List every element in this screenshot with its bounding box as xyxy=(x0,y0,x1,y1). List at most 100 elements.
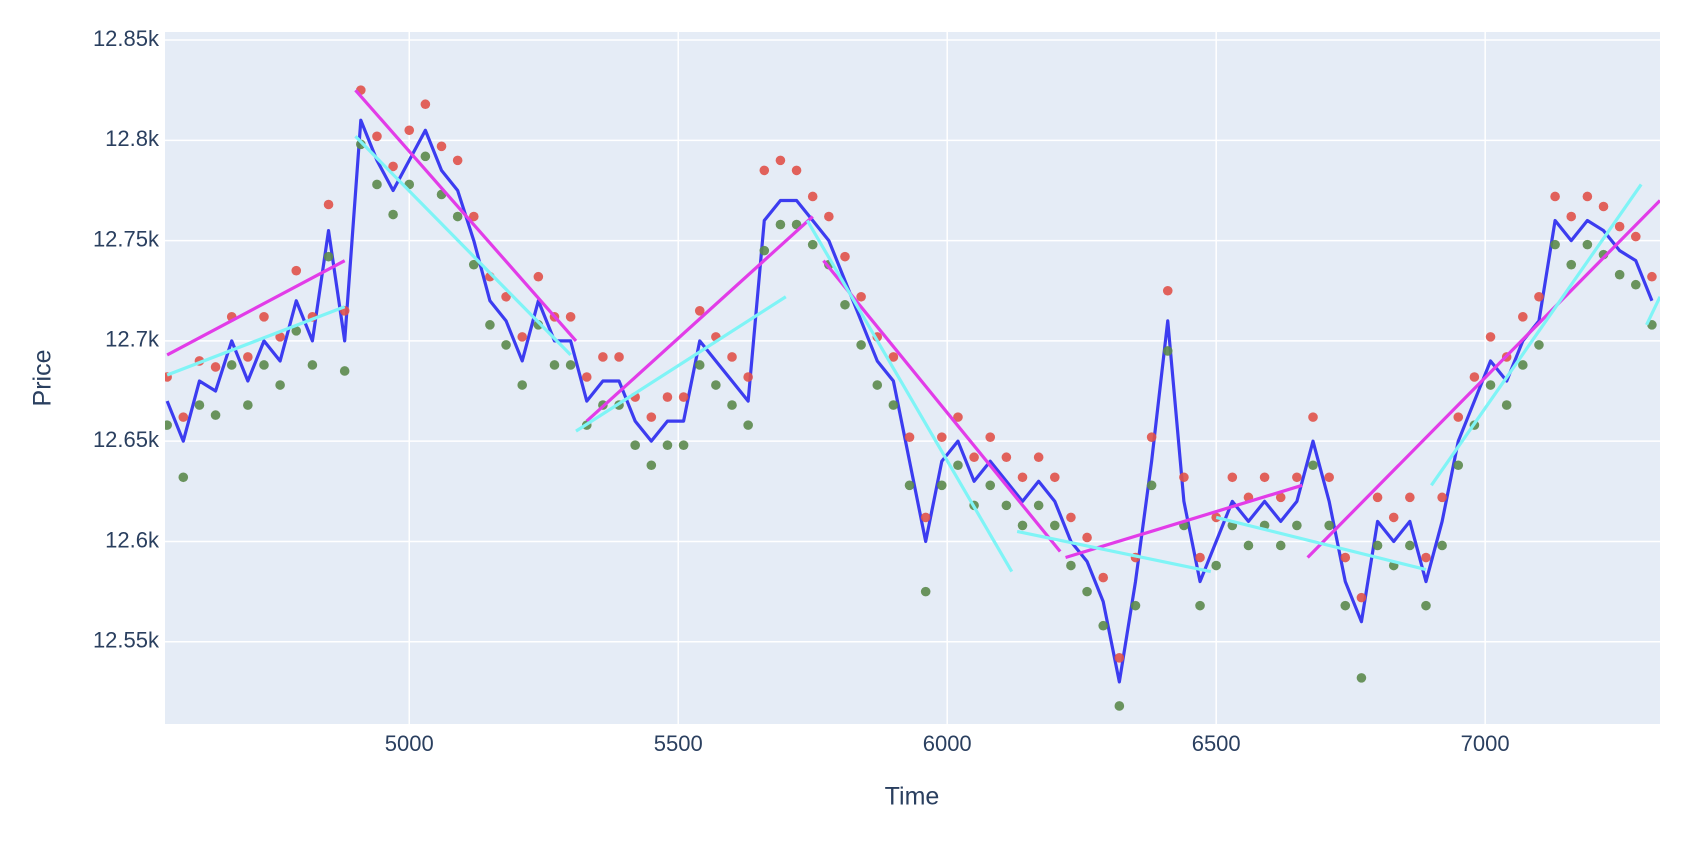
marker xyxy=(549,360,560,370)
marker xyxy=(243,400,253,410)
marker xyxy=(1066,560,1076,571)
marker xyxy=(1647,271,1657,282)
marker xyxy=(1066,512,1076,523)
marker xyxy=(1082,532,1092,543)
marker xyxy=(985,480,996,491)
marker xyxy=(1485,380,1496,390)
line-series xyxy=(165,118,1654,684)
marker xyxy=(178,472,189,483)
marker xyxy=(856,291,866,302)
marker xyxy=(1340,552,1351,563)
marker xyxy=(1518,312,1528,322)
marker xyxy=(259,360,269,370)
marker xyxy=(1162,285,1173,296)
marker xyxy=(210,410,221,420)
marker xyxy=(1049,520,1060,531)
marker xyxy=(1550,239,1560,250)
marker xyxy=(1388,512,1399,523)
marker xyxy=(210,362,221,372)
marker xyxy=(840,299,850,310)
marker xyxy=(1453,412,1464,422)
marker xyxy=(630,440,640,450)
marker xyxy=(1566,211,1577,222)
y-tick-label: 12.65k xyxy=(93,427,160,452)
marker xyxy=(1114,653,1125,663)
marker xyxy=(259,312,269,322)
marker xyxy=(807,191,818,202)
marker xyxy=(1324,520,1334,531)
marker xyxy=(291,326,302,336)
marker xyxy=(1356,673,1367,683)
marker xyxy=(694,306,705,316)
marker xyxy=(872,380,883,390)
marker xyxy=(646,412,657,422)
marker xyxy=(920,512,931,523)
marker xyxy=(436,141,447,152)
marker xyxy=(1405,540,1415,551)
grid xyxy=(165,32,1660,724)
marker xyxy=(920,586,931,597)
marker xyxy=(775,219,786,230)
marker xyxy=(1195,552,1205,563)
plot-area xyxy=(165,32,1660,724)
marker xyxy=(517,380,528,390)
marker xyxy=(1275,492,1286,503)
marker xyxy=(646,460,657,471)
marker xyxy=(1437,540,1447,551)
marker xyxy=(1211,560,1221,571)
marker xyxy=(1292,472,1302,483)
marker xyxy=(420,151,431,162)
marker xyxy=(1582,239,1593,250)
marker xyxy=(565,312,576,322)
marker xyxy=(517,332,528,342)
marker xyxy=(678,392,689,402)
y-tick-label: 12.8k xyxy=(105,126,160,151)
marker xyxy=(388,209,398,220)
marks xyxy=(165,85,1660,711)
marker xyxy=(226,360,237,370)
marker xyxy=(1308,460,1318,471)
marker xyxy=(1033,452,1044,463)
marker xyxy=(501,340,511,350)
marker xyxy=(1243,540,1254,551)
x-tick-label: 6500 xyxy=(1192,731,1241,756)
marker xyxy=(856,340,866,350)
marker xyxy=(1501,400,1512,410)
y-tick-label: 12.85k xyxy=(93,26,160,51)
marker xyxy=(165,420,172,430)
marker xyxy=(711,380,721,390)
marker xyxy=(1453,460,1464,471)
marker xyxy=(1534,340,1544,350)
marker xyxy=(678,440,689,450)
marker xyxy=(275,380,285,390)
marker xyxy=(1372,540,1383,551)
marker xyxy=(468,259,479,270)
y-tick-label: 12.75k xyxy=(93,226,160,251)
marker xyxy=(1001,452,1012,463)
marker xyxy=(1001,500,1012,511)
marker xyxy=(452,211,463,222)
marker xyxy=(727,352,737,362)
y-tick-label: 12.6k xyxy=(105,527,160,552)
marker xyxy=(904,480,915,491)
marker xyxy=(840,251,850,262)
line-series xyxy=(166,89,1660,560)
marker xyxy=(1518,360,1528,370)
marker xyxy=(1340,600,1351,611)
marker xyxy=(1437,492,1447,503)
y-axis-label: Price xyxy=(29,350,57,407)
line-series xyxy=(166,135,1660,574)
marker xyxy=(953,412,963,422)
marker xyxy=(953,460,963,471)
marker xyxy=(1405,492,1415,503)
marker xyxy=(404,125,415,136)
marker xyxy=(1308,412,1318,422)
marker xyxy=(662,392,673,402)
marker xyxy=(1275,540,1286,551)
marker xyxy=(1421,600,1431,611)
marker xyxy=(565,360,576,370)
marker xyxy=(807,239,818,250)
marker xyxy=(243,352,253,362)
marker xyxy=(1614,221,1625,232)
marker xyxy=(1098,572,1109,583)
